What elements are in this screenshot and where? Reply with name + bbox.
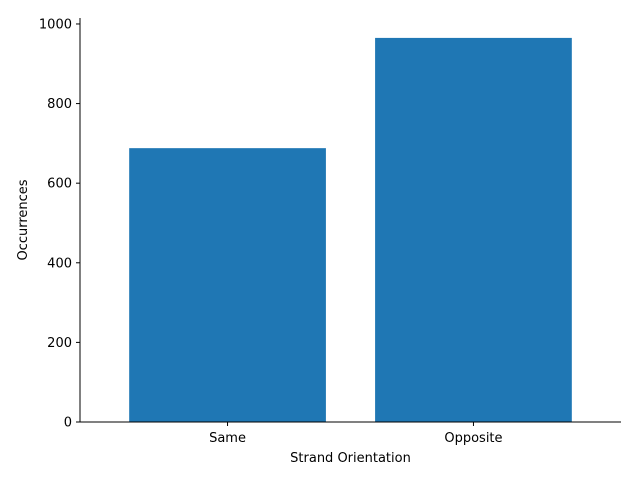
x-axis-label: Strand Orientation <box>290 451 411 466</box>
y-tick-label: 800 <box>47 97 72 112</box>
x-tick-label: Same <box>209 431 246 446</box>
y-axis-label: Occurrences <box>16 179 31 260</box>
y-tick-label: 600 <box>47 177 72 192</box>
bars-group <box>129 37 572 422</box>
y-tick-label: 0 <box>64 416 72 431</box>
bar-same <box>129 148 326 422</box>
y-tick-label: 200 <box>47 336 72 351</box>
y-axis: 0 200 400 600 800 1000 <box>39 17 81 431</box>
bar-opposite <box>375 37 572 422</box>
x-tick-label: Opposite <box>444 431 502 446</box>
x-axis: Same Opposite <box>80 421 621 446</box>
y-tick-label: 1000 <box>39 17 72 32</box>
y-tick-label: 400 <box>47 256 72 271</box>
